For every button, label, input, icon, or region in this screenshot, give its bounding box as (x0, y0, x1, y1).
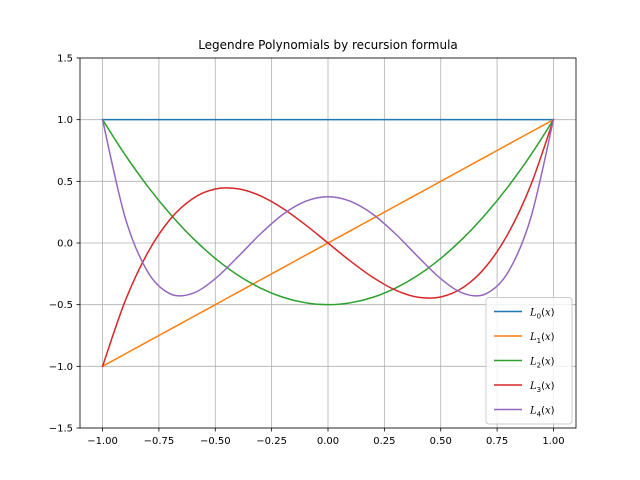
y-axis: −1.5 −1.0 −0.5 0.0 0.5 1.0 1.5 (49, 54, 80, 435)
y-tick-label: −0.5 (49, 300, 73, 311)
legend-entry-3: L3(x) (529, 381, 555, 394)
chart-title: Legendre Polynomials by recursion formul… (198, 38, 458, 52)
x-tick-label: 0.50 (430, 436, 452, 447)
y-tick-label: 1.0 (57, 115, 73, 126)
x-tick-label: −1.00 (87, 436, 118, 447)
legend-entry-0: L0(x) (529, 308, 555, 321)
x-tick-label: 0.00 (317, 436, 339, 447)
x-tick-label: −0.25 (256, 436, 287, 447)
x-tick-label: −0.75 (144, 436, 175, 447)
y-tick-label: 0.5 (57, 177, 73, 188)
x-tick-label: 1.00 (542, 436, 564, 447)
y-tick-label: 0.0 (57, 239, 73, 250)
x-tick-label: 0.25 (373, 436, 395, 447)
legend-entry-4: L4(x) (529, 406, 555, 419)
series-line-4 (101, 118, 555, 297)
series-line-3 (101, 118, 555, 368)
plot-lines (101, 118, 555, 368)
legend-entry-2: L2(x) (529, 357, 555, 370)
x-tick-label: −0.50 (200, 436, 231, 447)
series-line-2 (101, 118, 555, 306)
x-axis: −1.00 −0.75 −0.50 −0.25 0.00 0.25 0.50 0.75 1.00 (87, 428, 565, 447)
y-tick-label: 1.5 (57, 54, 73, 65)
y-tick-label: −1.0 (49, 362, 73, 373)
x-tick-label: 0.75 (486, 436, 508, 447)
legend-box (485, 297, 573, 425)
legend: L0(x) L1(x) L2(x) L3(x) L4(x) (485, 297, 573, 425)
y-tick-label: −1.5 (49, 424, 73, 435)
legend-entry-1: L1(x) (529, 332, 555, 345)
